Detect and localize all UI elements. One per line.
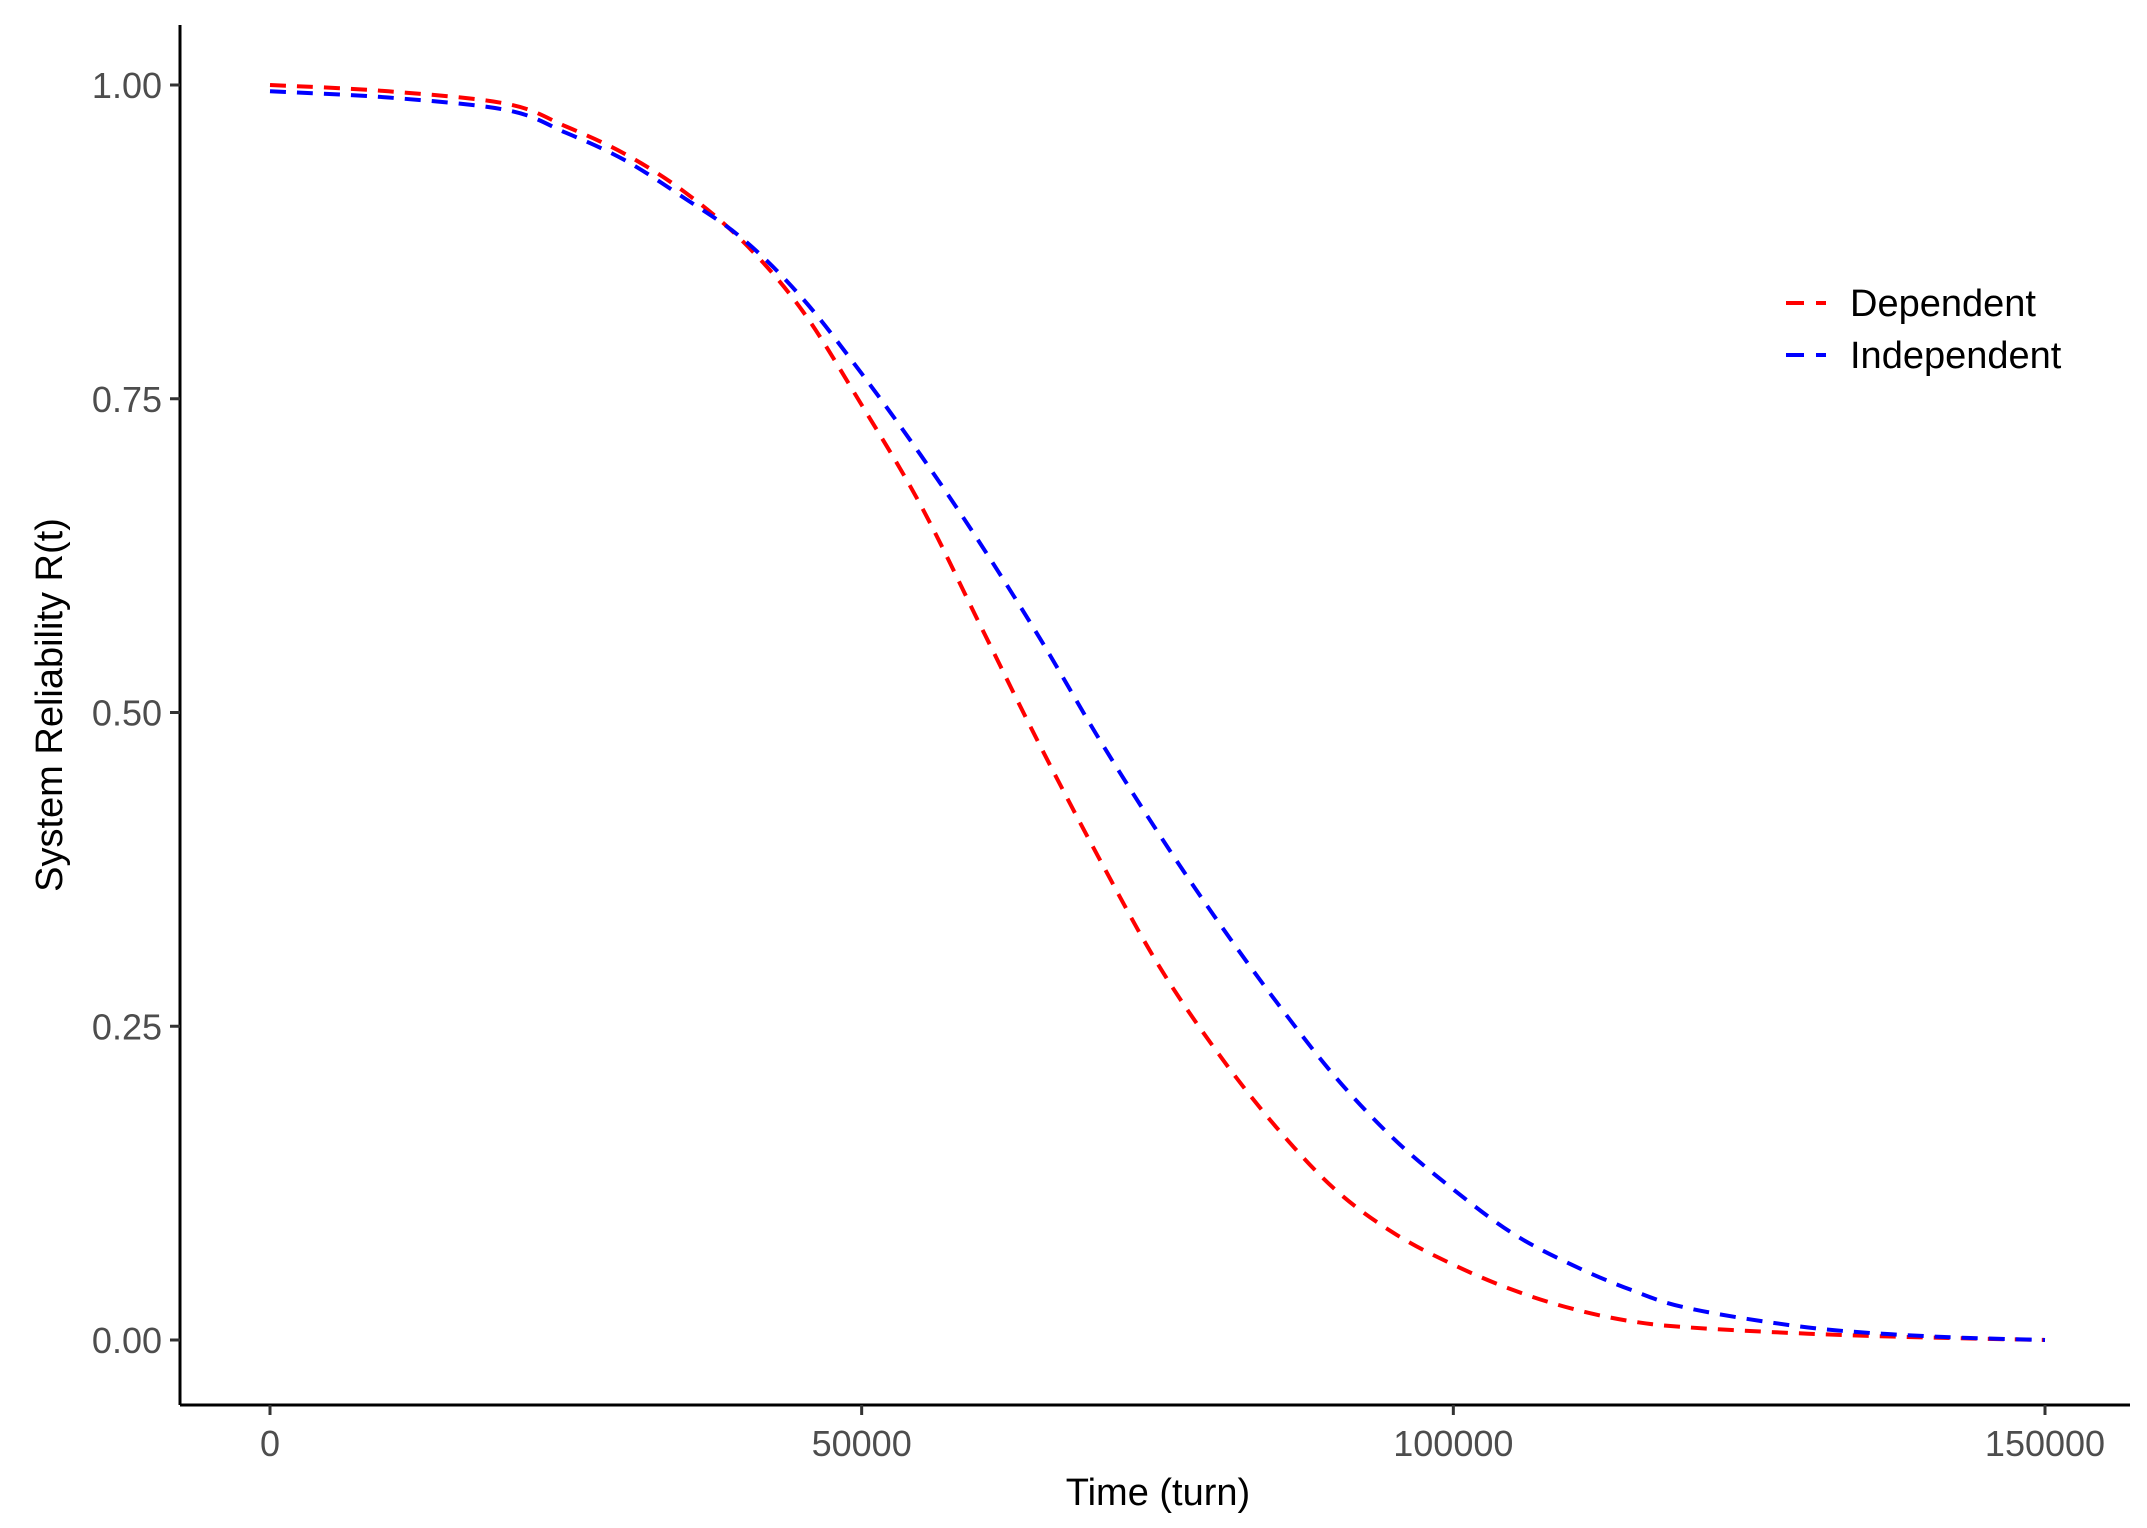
- y-axis-title: System Reliability R(t): [29, 518, 71, 892]
- y-tick-label: 0.00: [92, 1320, 162, 1361]
- x-tick-label: 150000: [1985, 1423, 2105, 1464]
- legend-item-independent: Independent: [1786, 335, 2062, 377]
- x-axis-title: Time (turn): [1066, 1472, 1250, 1514]
- x-tick-label: 50000: [812, 1423, 912, 1464]
- y-tick-label: 0.25: [92, 1006, 162, 1047]
- y-tick-label: 0.50: [92, 693, 162, 734]
- x-axis-ticks: 0 50000 100000 150000: [260, 1405, 2105, 1464]
- series-line-independent: [269, 89, 2046, 1342]
- y-tick-label: 1.00: [92, 65, 162, 106]
- x-tick-label: 0: [260, 1423, 280, 1464]
- y-axis-ticks: 0.00 0.25 0.50 0.75 1.00: [92, 65, 180, 1361]
- legend-label-independent: Independent: [1850, 335, 2062, 377]
- legend-item-dependent: Dependent: [1786, 283, 2036, 325]
- series-line-dependent: [269, 83, 2046, 1342]
- y-tick-label: 0.75: [92, 379, 162, 420]
- legend-label-dependent: Dependent: [1850, 283, 2036, 325]
- legend: Dependent Independent: [1786, 283, 2062, 377]
- series-lines: [269, 83, 2046, 1342]
- plot-area: 0.00 0.25 0.50 0.75 1.00 0 50000 100000 150000: [92, 25, 2130, 1464]
- x-tick-label: 100000: [1393, 1423, 1513, 1464]
